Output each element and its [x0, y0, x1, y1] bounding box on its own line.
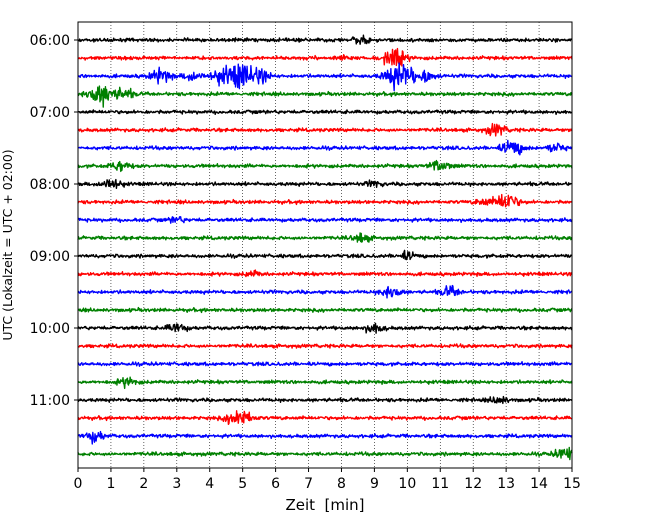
- seismic-trace: [77, 343, 573, 349]
- seismic-trace: [77, 446, 573, 461]
- seismic-trace: [77, 306, 573, 314]
- seismic-trace: [77, 249, 573, 261]
- y-tick-label: 09:00: [30, 249, 70, 265]
- x-tick-label: 12: [464, 476, 482, 492]
- seismic-trace: [77, 178, 573, 190]
- seismic-trace: [77, 122, 573, 137]
- y-tick-label: 06:00: [30, 33, 70, 49]
- x-tick-label: 5: [238, 476, 247, 492]
- x-tick-label: 10: [398, 476, 416, 492]
- x-tick-label: 8: [337, 476, 346, 492]
- seismic-trace: [77, 34, 573, 45]
- seismic-trace: [77, 269, 573, 278]
- seismic-trace: [77, 62, 573, 92]
- y-axis: 06:00 07:00 08:00 09:00 10:00 11:00: [30, 33, 78, 409]
- seismic-trace: [77, 430, 573, 445]
- seismic-trace: [77, 109, 573, 116]
- seismic-trace: [77, 376, 573, 390]
- seismic-trace: [77, 159, 573, 173]
- seismic-trace: [77, 410, 573, 426]
- seismic-trace: [77, 216, 573, 224]
- y-tick-label: 10:00: [30, 321, 70, 337]
- plot-frame: [77, 21, 573, 469]
- x-tick-label: 3: [172, 476, 181, 492]
- seismic-trace: [77, 139, 573, 156]
- y-tick-label: 08:00: [30, 177, 70, 193]
- x-tick-label: 13: [497, 476, 515, 492]
- y-axis-label: UTC (Lokalzeit = UTC + 02:00): [0, 149, 15, 340]
- seismic-trace: [77, 47, 573, 67]
- seismic-trace: [77, 232, 573, 243]
- x-axis-label: Zeit [min]: [285, 496, 364, 514]
- y-tick-label: 07:00: [30, 105, 70, 121]
- x-tick-label: 6: [271, 476, 280, 492]
- x-tick-label: 4: [205, 476, 214, 492]
- seismic-trace: [77, 322, 573, 334]
- seismic-trace: [77, 193, 573, 208]
- x-tick-label: 1: [106, 476, 115, 492]
- traces: [77, 34, 573, 461]
- x-grid: [110, 22, 540, 468]
- seismic-trace: [77, 361, 573, 367]
- x-axis: 0 1 2 3 4 5 6 7 8 9 10 11 12 13 14 15: [74, 468, 581, 492]
- x-tick-label: 14: [530, 476, 548, 492]
- seismic-trace: [77, 395, 573, 405]
- y-tick-label: 11:00: [30, 393, 70, 409]
- seismic-trace: [77, 85, 573, 108]
- x-tick-label: 7: [304, 476, 313, 492]
- x-tick-label: 9: [370, 476, 379, 492]
- plot-background: [78, 22, 572, 468]
- x-tick-label: 15: [563, 476, 581, 492]
- seismic-trace: [77, 284, 573, 299]
- x-tick-label: 2: [139, 476, 148, 492]
- x-tick-label: 11: [431, 476, 449, 492]
- x-tick-label: 0: [74, 476, 83, 492]
